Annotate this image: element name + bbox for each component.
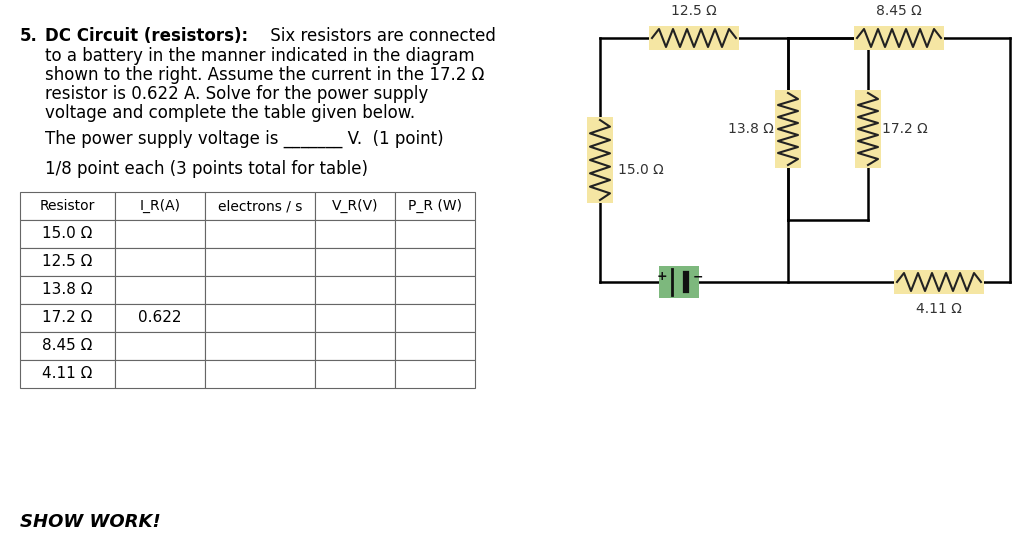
Text: V_R(V): V_R(V) [332, 199, 378, 213]
Bar [315, 192, 395, 220]
Bar [205, 304, 315, 332]
Text: The power supply voltage is _______ V.  (1 point): The power supply voltage is _______ V. (… [45, 130, 443, 148]
Bar [115, 360, 205, 388]
Bar [205, 360, 315, 388]
Text: SHOW WORK!: SHOW WORK! [20, 513, 161, 531]
Text: 17.2 Ω: 17.2 Ω [882, 122, 928, 136]
Bar [395, 220, 475, 248]
Bar [115, 276, 205, 304]
FancyBboxPatch shape [649, 26, 739, 50]
Bar [315, 332, 395, 360]
Bar [315, 248, 395, 276]
FancyBboxPatch shape [587, 117, 613, 203]
FancyBboxPatch shape [855, 90, 881, 168]
Bar [315, 220, 395, 248]
Bar [205, 192, 315, 220]
Bar [315, 276, 395, 304]
Bar [20, 304, 115, 332]
Bar [20, 248, 115, 276]
Text: 0.622: 0.622 [138, 310, 181, 325]
Bar [395, 332, 475, 360]
FancyBboxPatch shape [775, 90, 801, 168]
Text: 4.11 Ω: 4.11 Ω [42, 366, 93, 381]
Bar [20, 360, 115, 388]
Text: 5.: 5. [20, 27, 38, 45]
Text: DC Circuit (resistors):: DC Circuit (resistors): [45, 27, 248, 45]
Bar [205, 220, 315, 248]
Text: 15.0 Ω: 15.0 Ω [42, 226, 93, 241]
Text: 12.5 Ω: 12.5 Ω [42, 254, 93, 269]
Bar [395, 276, 475, 304]
Bar [20, 220, 115, 248]
Text: 15.0 Ω: 15.0 Ω [618, 163, 664, 177]
Bar [115, 332, 205, 360]
Text: 8.45 Ω: 8.45 Ω [42, 338, 93, 353]
Text: −: − [693, 270, 703, 283]
Text: shown to the right. Assume the current in the 17.2 Ω: shown to the right. Assume the current i… [45, 66, 484, 84]
Bar [395, 192, 475, 220]
Text: 8.45 Ω: 8.45 Ω [877, 4, 922, 18]
Bar [115, 220, 205, 248]
Bar [115, 248, 205, 276]
Bar [205, 332, 315, 360]
FancyBboxPatch shape [894, 270, 984, 294]
Text: 4.11 Ω: 4.11 Ω [916, 302, 962, 316]
Text: voltage and complete the table given below.: voltage and complete the table given bel… [45, 104, 415, 122]
Text: to a battery in the manner indicated in the diagram: to a battery in the manner indicated in … [45, 47, 475, 65]
Text: Six resistors are connected: Six resistors are connected [265, 27, 496, 45]
Text: +: + [656, 270, 668, 283]
Bar [205, 276, 315, 304]
Text: Resistor: Resistor [40, 199, 95, 213]
Bar [315, 360, 395, 388]
Text: 1/8 point each (3 points total for table): 1/8 point each (3 points total for table… [45, 160, 368, 178]
Text: 17.2 Ω: 17.2 Ω [42, 310, 93, 325]
Bar [115, 304, 205, 332]
Bar [395, 248, 475, 276]
Bar [395, 304, 475, 332]
Text: 13.8 Ω: 13.8 Ω [728, 122, 774, 136]
Bar [20, 332, 115, 360]
Text: P_R (W): P_R (W) [408, 199, 462, 213]
Text: 13.8 Ω: 13.8 Ω [42, 282, 93, 297]
Bar [20, 276, 115, 304]
Text: resistor is 0.622 A. Solve for the power supply: resistor is 0.622 A. Solve for the power… [45, 85, 428, 103]
Text: electrons / s: electrons / s [218, 199, 302, 213]
Bar [315, 304, 395, 332]
Bar [20, 192, 115, 220]
Bar [395, 360, 475, 388]
FancyBboxPatch shape [854, 26, 944, 50]
FancyBboxPatch shape [659, 266, 699, 298]
Bar [205, 248, 315, 276]
Bar [115, 192, 205, 220]
Text: I_R(A): I_R(A) [139, 199, 180, 213]
Text: 12.5 Ω: 12.5 Ω [671, 4, 717, 18]
